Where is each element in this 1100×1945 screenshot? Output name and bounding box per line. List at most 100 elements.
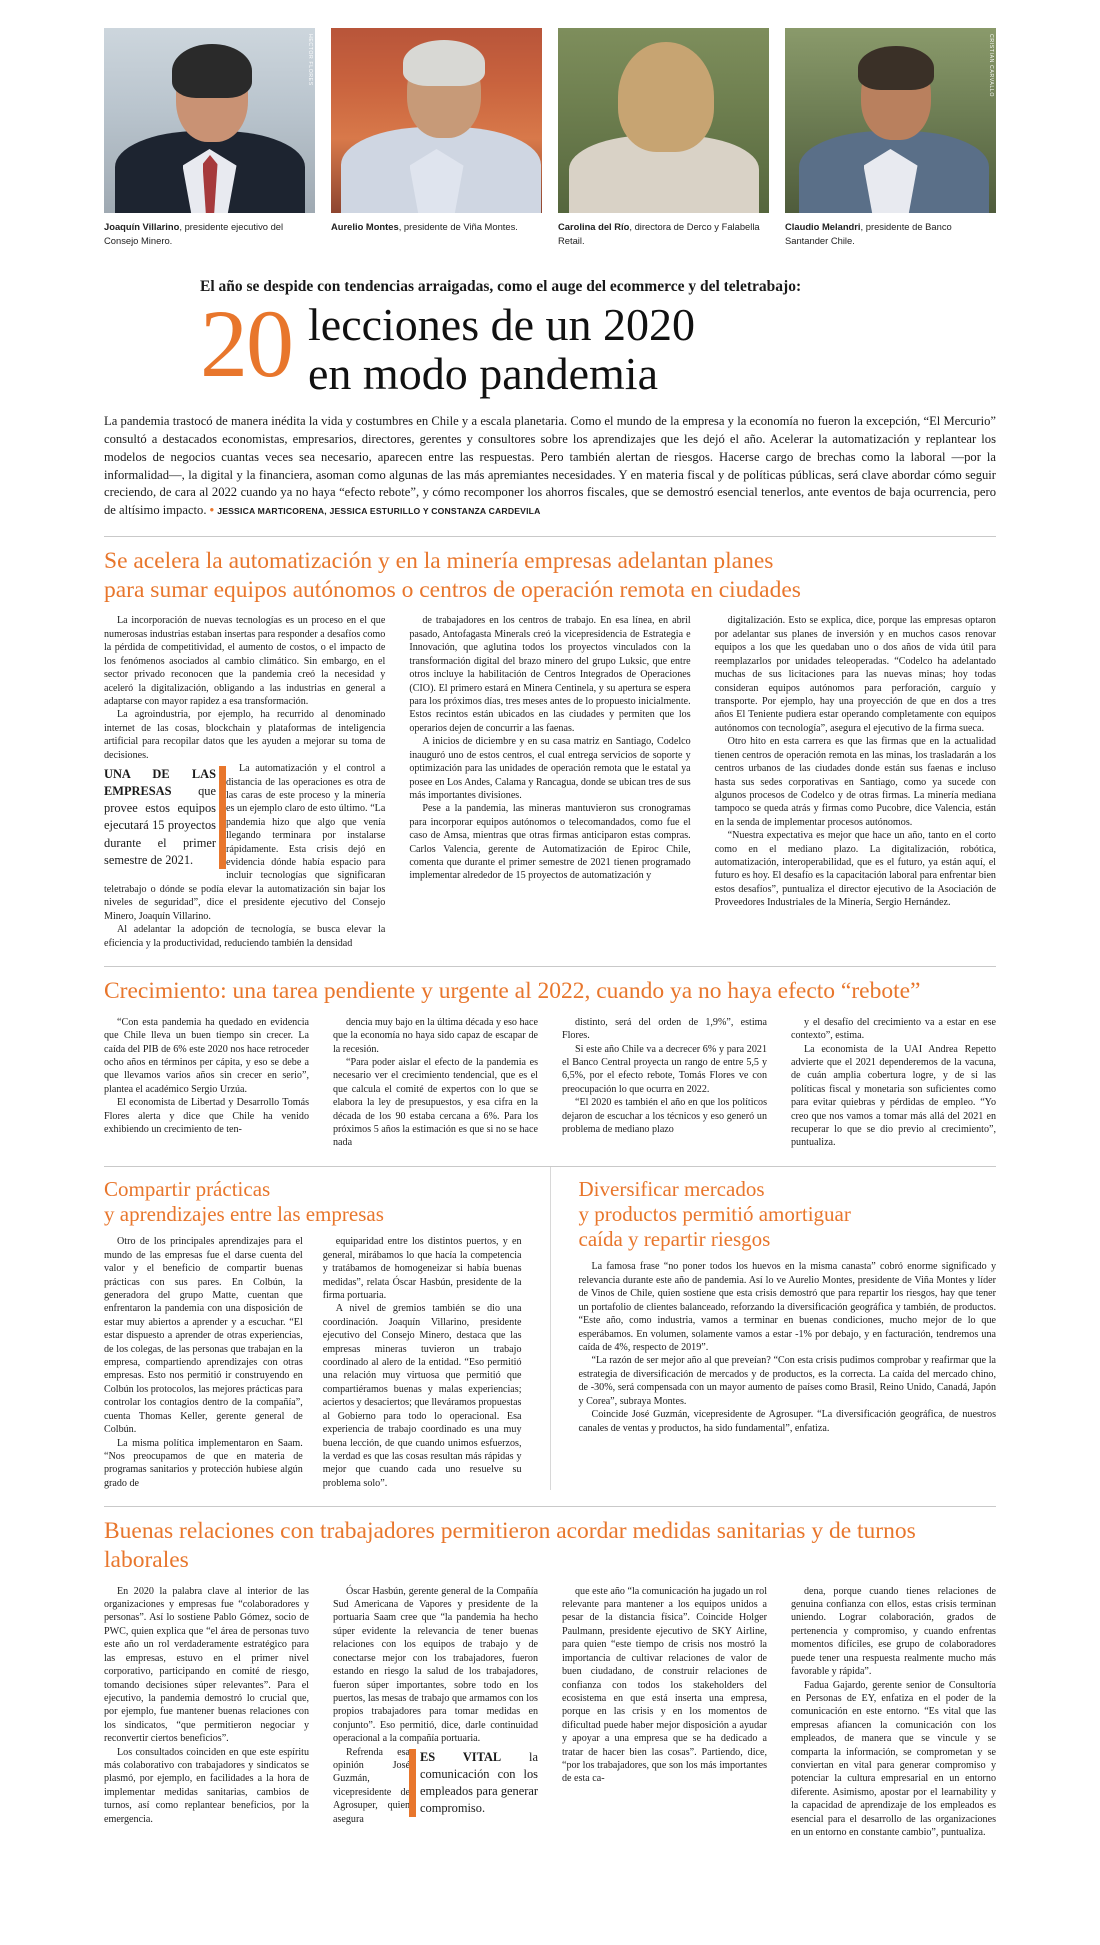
paragraph: La economista de la UAI Andrea Repetto a… (791, 1043, 996, 1149)
section-3-right-columns: La famosa frase “no poner todos los huev… (579, 1260, 997, 1434)
section-3-left-heading-line-1: Compartir prácticas (104, 1176, 271, 1201)
paragraph: distinto, será del orden de 1,9%”, estim… (562, 1016, 767, 1042)
photo-tie (202, 155, 218, 213)
section-3-left-heading-line-2: y aprendizajes entre las empresas (104, 1202, 384, 1227)
paragraph: y el desafío del crecimiento va a estar … (791, 1016, 996, 1042)
pullquote-rest: que provee estos equipos ejecutará 15 pr… (104, 784, 216, 867)
section-1-column-2: de trabajadores en los centros de trabaj… (409, 614, 690, 950)
paragraph: Al adelantar la adopción de tecnología, … (104, 924, 386, 949)
paragraph: “Con esta pandemia ha quedado en evidenc… (104, 1016, 309, 1095)
section-3-right-column-1: La famosa frase “no poner todos los huev… (579, 1260, 997, 1434)
paragraph: dencia muy bajo en la última década y es… (333, 1016, 538, 1055)
section-3-right-heading-line-3: caída y repartir riesgos (578, 1227, 771, 1252)
photo-cell-3: Carolina del Río, directora de Derco y F… (558, 28, 769, 247)
paragraph: digitalización. Esto se explica, dice, p… (714, 615, 996, 734)
portrait-photo-2 (331, 28, 542, 213)
caption-role: , presidente de Banco Santander Chile. (785, 221, 952, 246)
pullquote-strong: UNA DE LAS EMPRESAS (104, 767, 216, 799)
photo-hair (617, 42, 714, 152)
section-1-heading: Se acelera la automatización y en la min… (0, 537, 1100, 604)
photo-cell-2: Aurelio Montes, presidente de Viña Monte… (331, 28, 542, 247)
pullquote-accent-bar (219, 766, 226, 869)
section-2-column-1: “Con esta pandemia ha quedado en evidenc… (104, 1016, 309, 1150)
caption-role: , presidente de Viña Montes. (398, 221, 518, 232)
section-2-column-3: distinto, será del orden de 1,9%”, estim… (562, 1016, 767, 1150)
page-title: lecciones de un 2020 en modo pandemia (308, 301, 695, 399)
portrait-photo-3 (558, 28, 769, 213)
photo-hair (171, 44, 252, 98)
section-3-right-heading-line-2: y productos permitió amortiguar (578, 1202, 851, 1227)
section-1-columns: La incorporación de nuevas tecnologías e… (0, 604, 1100, 950)
portrait-photo-4: CRISTIAN CARVALLO (785, 28, 996, 213)
paragraph: Pese a la pandemia, las mineras mantuvie… (409, 803, 691, 882)
paragraph: Otro hito en esta carrera es que las fir… (714, 736, 996, 828)
section-2-columns: “Con esta pandemia ha quedado en evidenc… (0, 1006, 1100, 1150)
section-divider-3 (104, 1165, 996, 1167)
caption-role: , directora de Derco y Falabella Retail. (558, 221, 760, 246)
paragraph: Coincide José Guzmán, vicepresidente de … (578, 1409, 997, 1434)
paragraph: La agroindustria, por ejemplo, ha recurr… (104, 709, 386, 761)
section-3-left-column-1: Otro de los principales aprendizajes par… (104, 1235, 303, 1490)
photo-credit: CRISTIAN CARVALLO (988, 34, 994, 98)
section-2-column-4: y el desafío del crecimiento va a estar … (791, 1016, 996, 1150)
photo-hair (402, 40, 485, 86)
section-1-column-1: La incorporación de nuevas tecnologías e… (104, 614, 385, 950)
section-divider-2 (104, 966, 996, 967)
paragraph: que este año “la comunicación ha jugado … (562, 1585, 767, 1785)
section-4-column-3: que este año “la comunicación ha jugado … (562, 1585, 767, 1840)
pullquote-strong: ES VITAL (420, 1749, 502, 1764)
paragraph: dena, porque cuando tienes relaciones de… (791, 1585, 996, 1678)
section-4-columns: En 2020 la palabra clave al interior de … (0, 1575, 1100, 1840)
section-divider-4 (104, 1506, 996, 1508)
pullquote-2: ES VITAL la comunicación con los emplead… (409, 1748, 538, 1818)
paragraph: La automatización y el control a distanc… (104, 763, 386, 922)
section-3-block: Compartir prácticas y aprendizajes entre… (0, 1166, 1100, 1491)
caption-name: Aurelio Montes (331, 221, 399, 232)
paragraph: equiparidad entre los distintos puertos,… (322, 1236, 522, 1301)
section-4-heading: Buenas relaciones con trabajadores permi… (104, 1518, 916, 1573)
section-3-left-columns: Otro de los principales aprendizajes par… (104, 1235, 522, 1490)
article-lead: La pandemia trastocó de manera inédita l… (0, 399, 1100, 520)
lead-text: La pandemia trastocó de manera inédita l… (104, 413, 996, 518)
photo-caption-1: Joaquín Villarino, presidente ejecutivo … (104, 220, 315, 247)
headline-number: 20 (200, 290, 294, 398)
photo-cell-1: HECTOR FLORES Joaquín Villarino, preside… (104, 28, 315, 247)
pullquote-text: UNA DE LAS EMPRESAS que provee estos equ… (104, 766, 226, 869)
section-3-left-heading: Compartir prácticas y aprendizajes entre… (104, 1177, 522, 1227)
pullquote-1: UNA DE LAS EMPRESAS que provee estos equ… (104, 766, 226, 869)
paragraph: de trabajadores en los centros de trabaj… (409, 615, 691, 734)
photo-caption-2: Aurelio Montes, presidente de Viña Monte… (331, 220, 542, 234)
pullquote-text: ES VITAL la comunicación con los emplead… (409, 1748, 538, 1818)
caption-name: Claudio Melandri (785, 221, 861, 232)
caption-role: , presidente ejecutivo del Consejo Miner… (104, 221, 284, 246)
paragraph: “Nuestra expectativa es mejor que hace u… (714, 830, 996, 909)
section-4-column-1: En 2020 la palabra clave al interior de … (104, 1585, 309, 1840)
section-3-left-column-2: equiparidad entre los distintos puertos,… (323, 1235, 522, 1490)
section-4-column-2: Óscar Hasbún, gerente general de la Comp… (333, 1585, 538, 1840)
headline-line-1: lecciones de un 2020 (308, 299, 696, 351)
section-3-left: Compartir prácticas y aprendizajes entre… (104, 1167, 522, 1490)
section-4-column-4: dena, porque cuando tienes relaciones de… (791, 1585, 996, 1840)
section-1-heading-line-2: para sumar equipos autónomos o centros d… (104, 576, 801, 603)
paragraph: Fadua Gajardo, gerente senior de Consult… (791, 1679, 996, 1839)
photo-caption-4: Claudio Melandri, presidente de Banco Sa… (785, 220, 996, 247)
section-divider-1 (104, 536, 996, 538)
paragraph: “El 2020 es también el año en que los po… (562, 1097, 767, 1136)
pullquote-accent-bar (409, 1748, 416, 1818)
paragraph: La misma política implementaron en Saam.… (104, 1437, 303, 1489)
paragraph: El economista de Libertad y Desarrollo T… (104, 1097, 309, 1136)
paragraph: A inicios de diciembre y en su casa matr… (409, 736, 691, 801)
section-2-column-2: dencia muy bajo en la última década y es… (333, 1016, 538, 1150)
photo-cell-4: CRISTIAN CARVALLO Claudio Melandri, pres… (785, 28, 996, 247)
paragraph: Óscar Hasbún, gerente general de la Comp… (333, 1585, 538, 1745)
paragraph: “Para poder aislar el efecto de la pande… (333, 1056, 538, 1149)
caption-name: Carolina del Río (558, 221, 630, 232)
bullet-glyph: • (209, 503, 215, 518)
paragraph: “La razón de ser mejor año al que preveí… (578, 1355, 997, 1407)
paragraph: Refrenda esa opinión José Guzmán, vicepr… (333, 1746, 410, 1825)
section-3-right-heading: Diversificar mercados y productos permit… (579, 1177, 997, 1253)
photo-strip: HECTOR FLORES Joaquín Villarino, preside… (0, 0, 1100, 247)
photo-credit: HECTOR FLORES (307, 34, 313, 86)
paragraph: Los consultados coinciden en que este es… (104, 1746, 309, 1825)
